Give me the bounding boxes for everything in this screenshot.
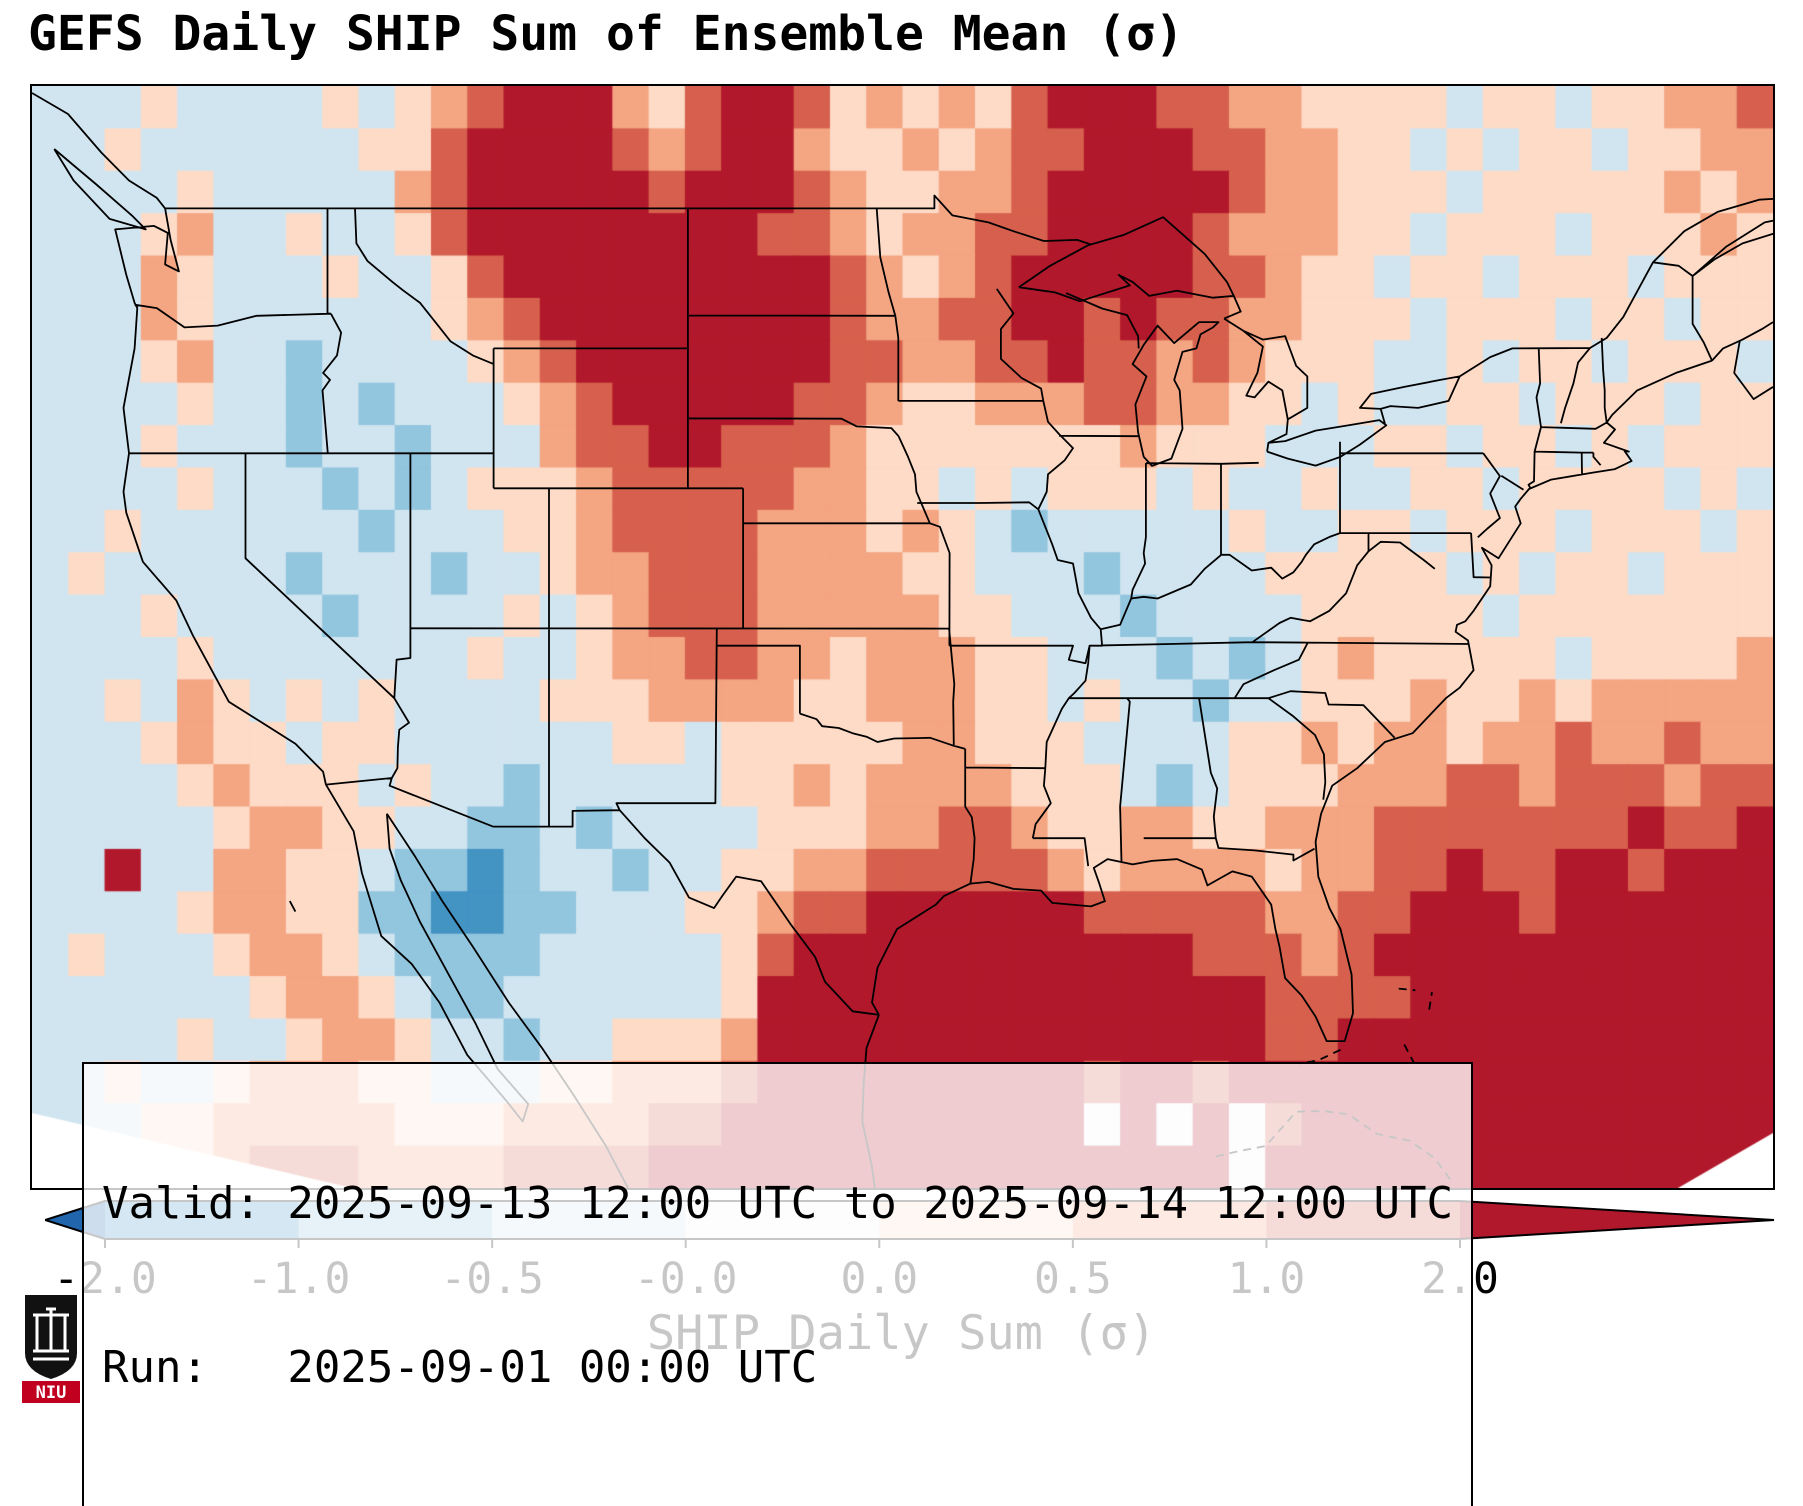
niu-logo-text: NIU [36,1383,67,1403]
valid-line: Valid: 2025-09-13 12:00 UTC to 2025-09-14… [102,1177,1453,1232]
run-line: Run: 2025-09-01 00:00 UTC [102,1341,1453,1396]
castle-icon [33,1307,69,1361]
niu-logo: NIU [22,1295,80,1403]
heatmap-canvas [32,86,1773,1188]
valid-value: 2025-09-13 12:00 UTC to 2025-09-14 12:00… [287,1178,1453,1230]
state-borders-overlay [32,92,1773,1188]
valid-label: Valid: [102,1178,261,1230]
niu-banner [22,1381,80,1403]
coast-state-borders [32,92,1773,1188]
validity-info-box: Valid: 2025-09-13 12:00 UTC to 2025-09-14… [82,1062,1473,1506]
run-label: Run: [102,1341,208,1393]
colorbar-over-arrow [1460,1201,1774,1239]
page-title: GEFS Daily SHIP Sum of Ensemble Mean (σ) [28,6,1184,62]
run-value: 2025-09-01 00:00 UTC [287,1341,818,1393]
map-panel: Valid: 2025-09-13 12:00 UTC to 2025-09-14… [30,84,1775,1506]
